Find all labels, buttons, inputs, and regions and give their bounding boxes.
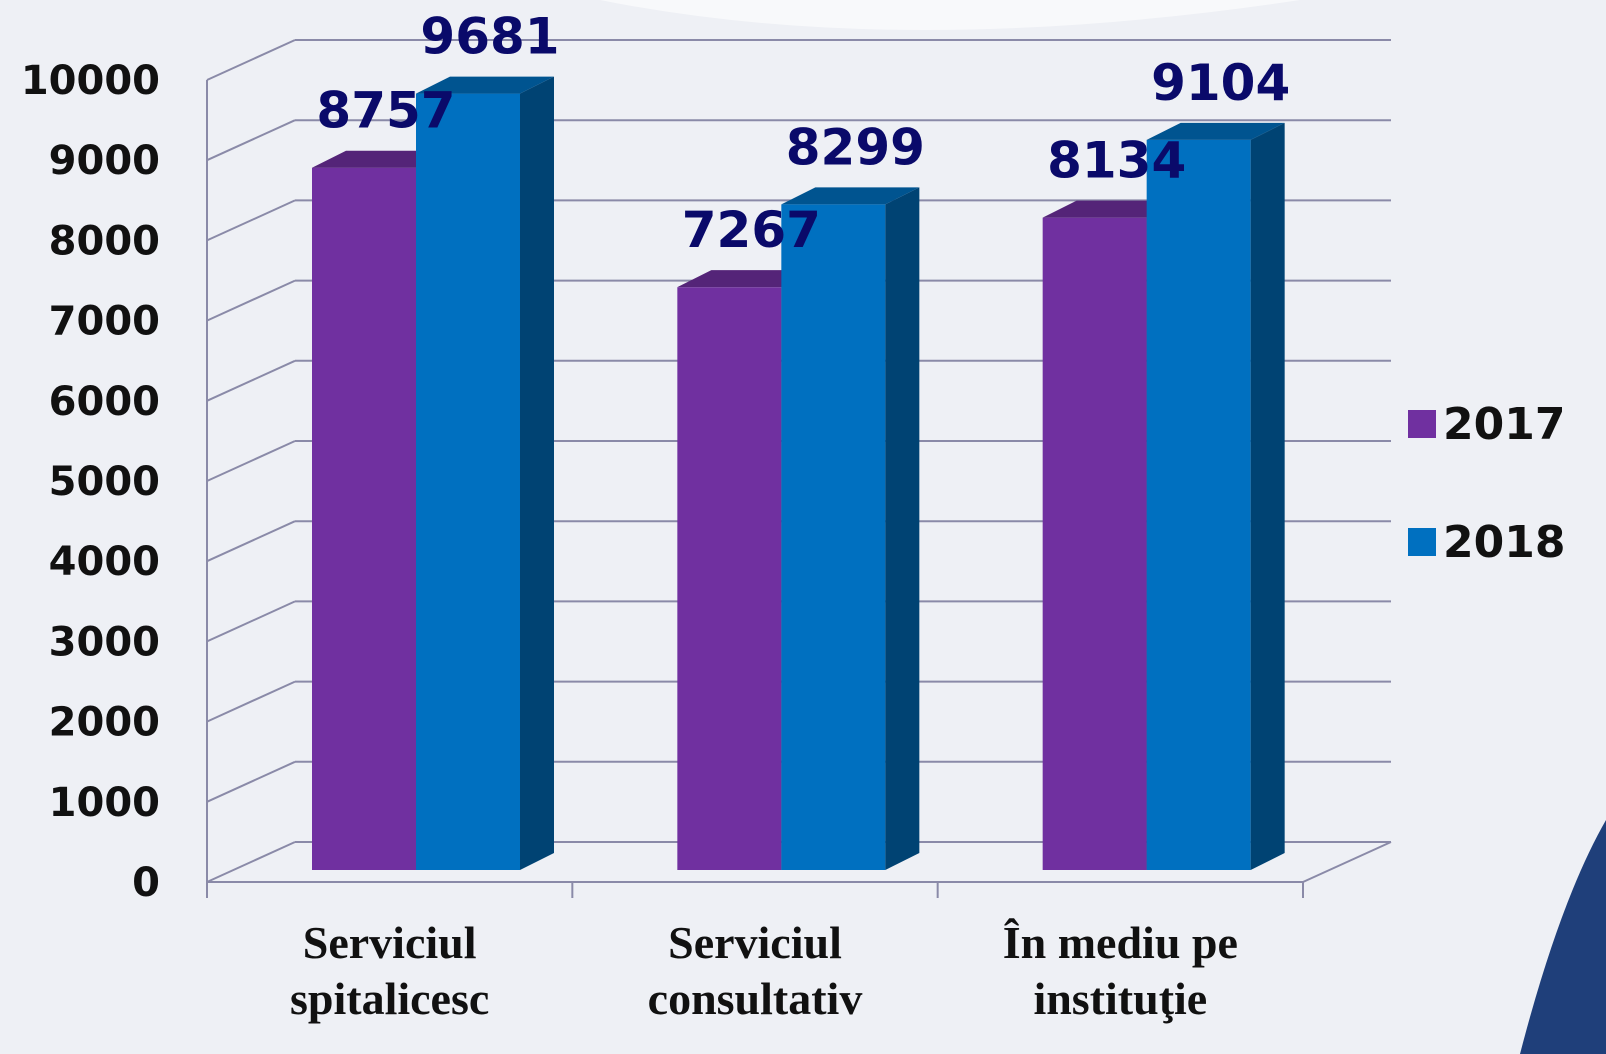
bar-top bbox=[1042, 200, 1181, 218]
legend-swatch bbox=[1408, 528, 1436, 556]
grid-line bbox=[206, 199, 296, 242]
decor bbox=[600, 0, 1300, 30]
y-tick-label: 4000 bbox=[49, 539, 160, 585]
bar-side bbox=[1250, 122, 1285, 871]
bar bbox=[1042, 217, 1147, 870]
x-tick-label: Serviciul consultativ bbox=[647, 917, 863, 1024]
data-label: 9104 bbox=[1151, 54, 1290, 112]
legend-label: 2017 bbox=[1443, 399, 1565, 450]
y-tick-label: 9000 bbox=[49, 138, 160, 184]
bar-top bbox=[781, 187, 920, 205]
y-tick-label: 7000 bbox=[49, 299, 160, 345]
y-tick-label: 2000 bbox=[49, 700, 160, 746]
y-tick-label: 8000 bbox=[49, 218, 160, 264]
y-tick-label: 0 bbox=[132, 860, 160, 906]
grid-line bbox=[206, 520, 296, 563]
grid-line bbox=[206, 279, 296, 322]
grid-line bbox=[206, 760, 296, 803]
y-tick-label: 3000 bbox=[49, 619, 160, 665]
bar bbox=[1146, 139, 1251, 871]
y-tick-label: 6000 bbox=[49, 379, 160, 425]
data-label: 8757 bbox=[316, 82, 455, 140]
bar bbox=[312, 167, 416, 870]
bar-side bbox=[520, 76, 554, 870]
x-tick-label: Serviciul spitalicesc bbox=[290, 917, 490, 1024]
bar bbox=[677, 287, 782, 870]
data-label: 8134 bbox=[1047, 132, 1186, 190]
y-tick-label: 5000 bbox=[49, 459, 160, 505]
bar-side bbox=[885, 187, 920, 871]
y-tick-label: 1000 bbox=[49, 780, 160, 826]
grid-line bbox=[206, 39, 296, 81]
grid-line bbox=[206, 440, 296, 482]
grid-line bbox=[206, 600, 296, 643]
data-label: 7267 bbox=[682, 201, 821, 259]
legend-swatch bbox=[1408, 410, 1436, 438]
grid-line bbox=[206, 119, 296, 162]
bar bbox=[781, 204, 886, 871]
grid-line bbox=[206, 841, 296, 883]
bar-top bbox=[312, 150, 450, 168]
x-axis bbox=[1302, 841, 1392, 883]
grid-line bbox=[206, 359, 296, 402]
decor bbox=[1520, 820, 1606, 1054]
grid-line bbox=[206, 680, 296, 723]
x-tick-label: În mediu pe instituţie bbox=[1002, 917, 1238, 1024]
y-tick-label: 10000 bbox=[21, 58, 160, 104]
bar bbox=[416, 93, 520, 870]
bar-top bbox=[1146, 122, 1285, 140]
legend-label: 2018 bbox=[1443, 517, 1565, 568]
bar-top bbox=[677, 270, 816, 288]
data-label: 8299 bbox=[786, 118, 925, 176]
bar-top bbox=[416, 76, 554, 94]
data-label: 9681 bbox=[420, 8, 559, 66]
